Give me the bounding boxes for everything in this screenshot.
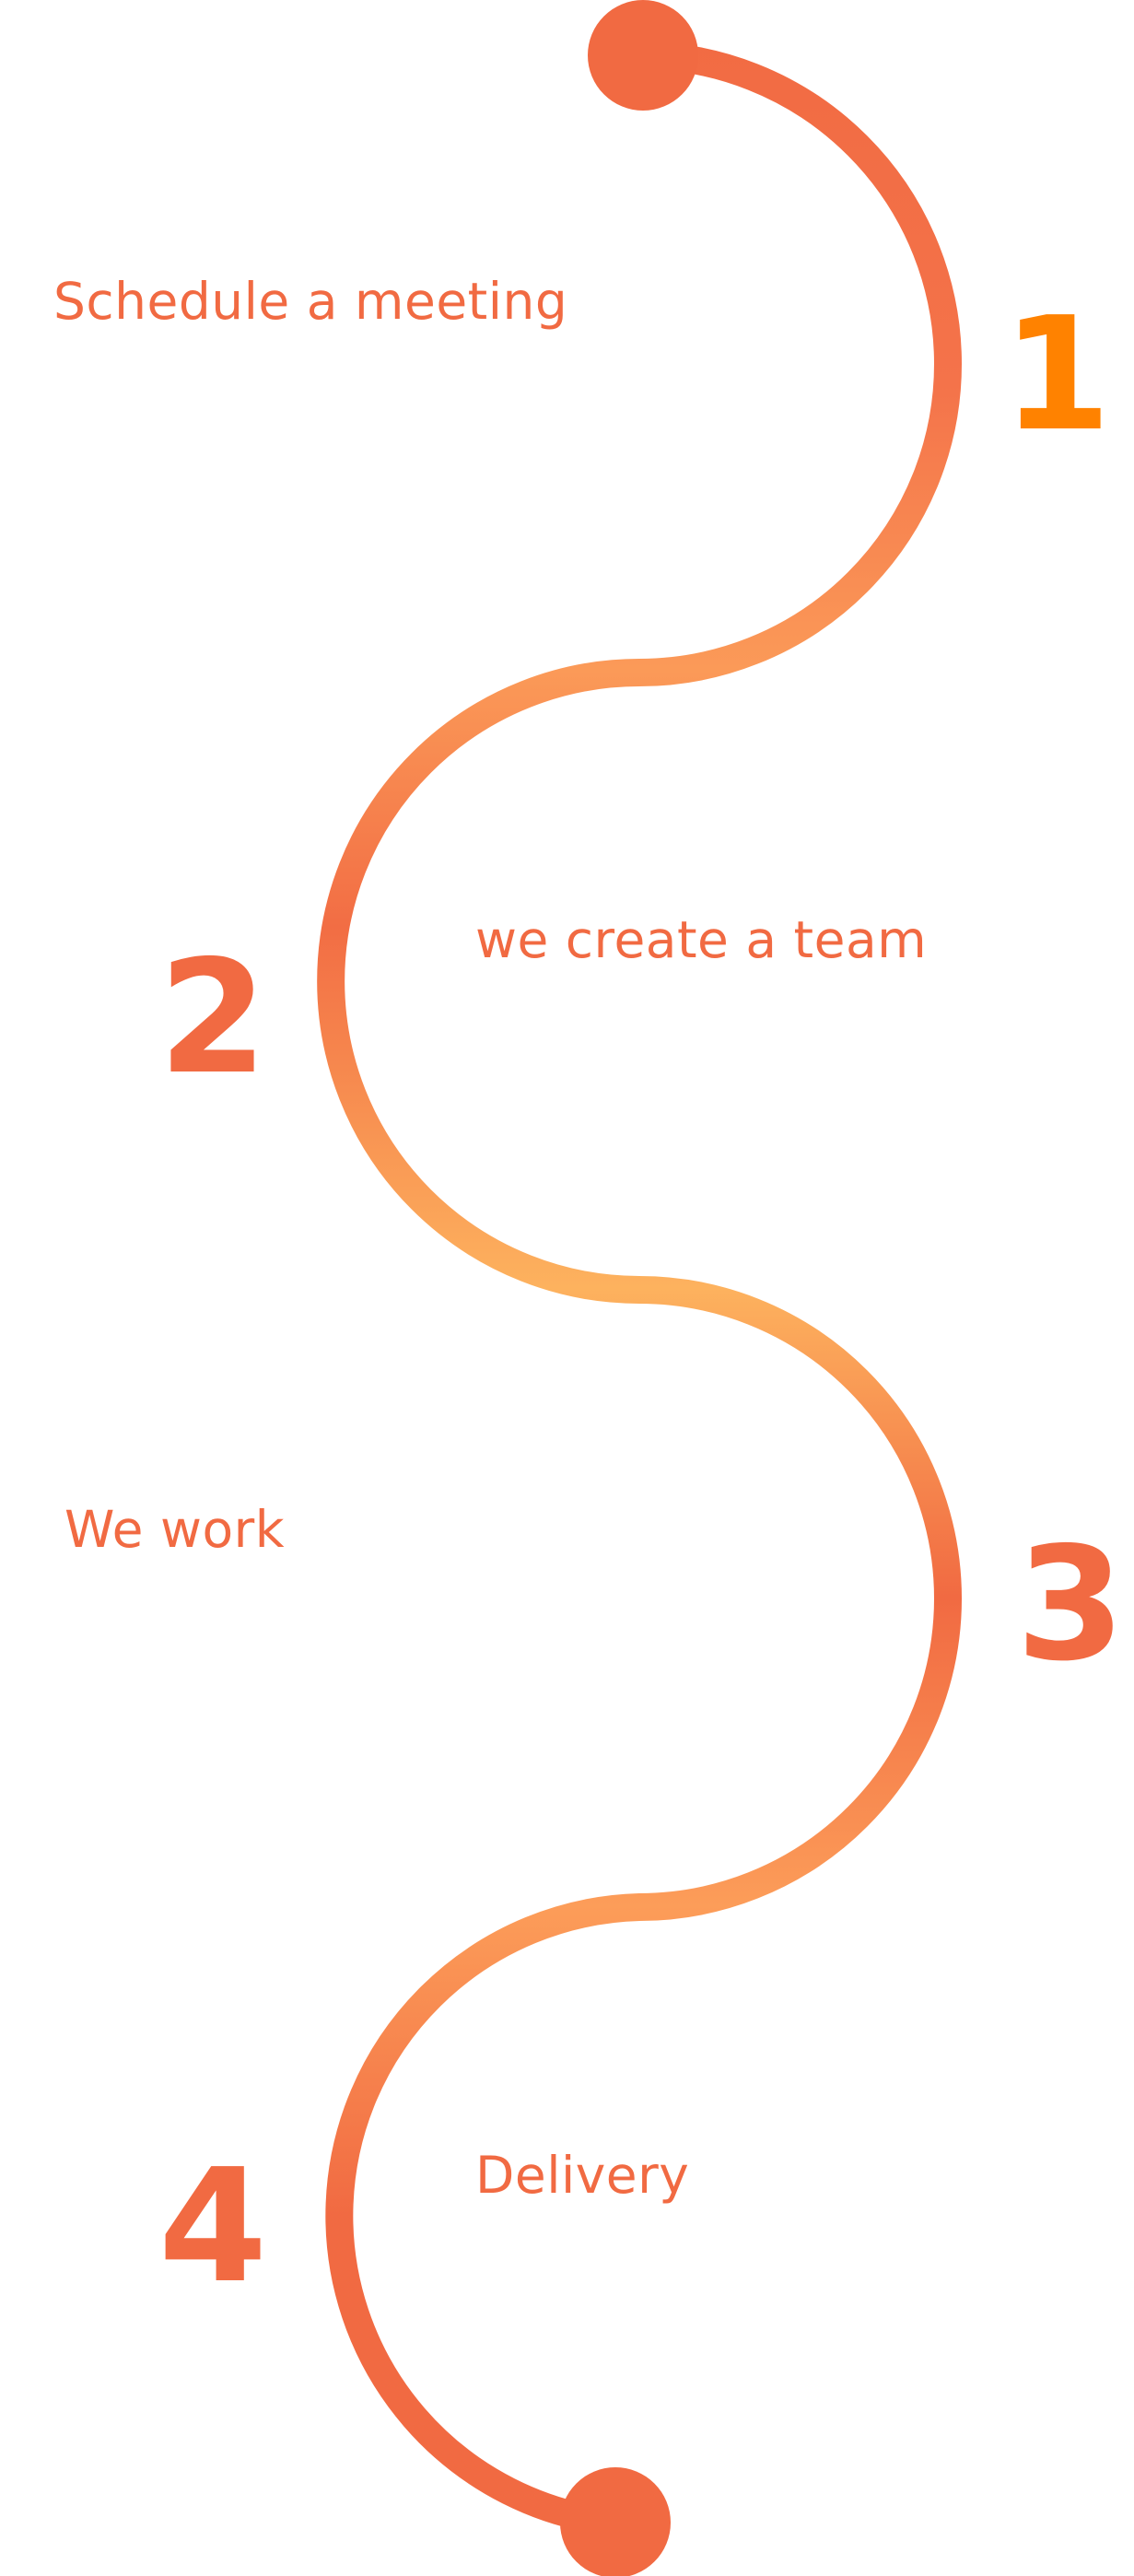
start-dot [588,0,698,111]
step-3-number: 3 [1016,1514,1126,1696]
step-1-number: 1 [1002,284,1112,466]
step-2-number: 2 [158,927,268,1109]
step-4-number: 4 [158,2136,268,2318]
wave-line [317,41,962,2536]
step-2-label: we create a team [475,910,928,969]
step-1-label: Schedule a meeting [53,272,568,331]
end-dot [560,2467,671,2576]
step-3-label: We work [64,1500,286,1559]
step-4-label: Delivery [475,2146,690,2205]
